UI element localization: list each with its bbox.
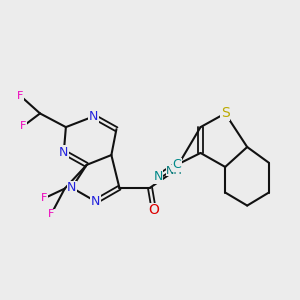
Text: N: N [89, 110, 98, 123]
Text: N: N [91, 195, 100, 208]
Text: F: F [20, 121, 26, 131]
Text: F: F [48, 209, 54, 220]
Text: S: S [221, 106, 230, 120]
Text: F: F [17, 91, 23, 100]
Text: O: O [148, 203, 159, 217]
Text: N: N [153, 170, 163, 183]
Text: NH: NH [166, 166, 183, 176]
Text: N: N [59, 146, 68, 159]
Text: C: C [172, 158, 181, 171]
Text: N: N [67, 181, 76, 194]
Text: F: F [41, 194, 47, 203]
